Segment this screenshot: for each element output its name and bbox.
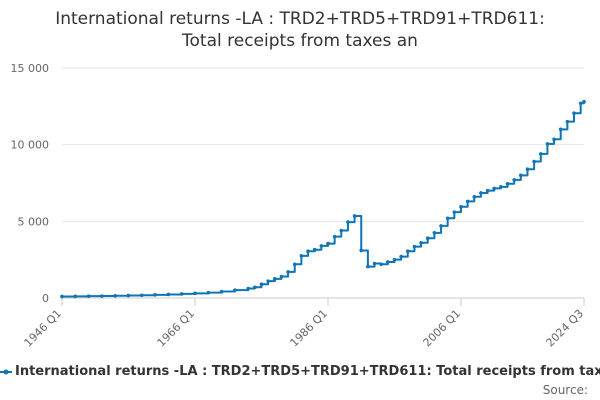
data-point[interactable]: [445, 216, 450, 221]
data-point[interactable]: [465, 199, 470, 204]
data-point[interactable]: [425, 236, 430, 240]
data-point[interactable]: [519, 173, 523, 178]
y-tick-label: 15 000: [11, 62, 50, 75]
x-tick-label: 2006 Q1: [421, 307, 464, 350]
data-point[interactable]: [485, 188, 490, 193]
data-point[interactable]: [259, 282, 264, 287]
gridlines: [62, 67, 584, 299]
x-tick-label: 2024 Q3: [544, 307, 587, 350]
data-point[interactable]: [272, 277, 277, 281]
series-layer: [60, 99, 586, 299]
legend-label: International returns -LA : TRD2+TRD5+TR…: [15, 364, 600, 379]
data-point[interactable]: [439, 224, 443, 228]
x-tick-label: 1986 Q1: [288, 307, 331, 350]
data-point[interactable]: [126, 293, 131, 298]
data-point[interactable]: [219, 289, 224, 294]
data-point[interactable]: [419, 241, 423, 245]
data-point[interactable]: [73, 294, 78, 299]
data-point[interactable]: [472, 195, 477, 199]
legend[interactable]: International returns -LA : TRD2+TRD5+TR…: [0, 364, 600, 382]
tick-labels: 0 5 000 10 000 15 000 1946 Q1 1966 Q1 1986 Q1 2…: [11, 62, 587, 349]
data-point[interactable]: [505, 181, 510, 186]
data-point[interactable]: [253, 285, 257, 290]
data-point[interactable]: [545, 142, 550, 146]
data-point[interactable]: [246, 286, 250, 291]
data-point[interactable]: [512, 178, 516, 182]
data-point[interactable]: [386, 260, 390, 264]
source-label: Source:: [542, 383, 588, 397]
data-point[interactable]: [166, 292, 171, 297]
data-point[interactable]: [572, 111, 576, 116]
data-point[interactable]: [479, 191, 483, 195]
data-point[interactable]: [399, 254, 403, 259]
data-point[interactable]: [532, 159, 536, 164]
data-point[interactable]: [392, 257, 397, 262]
data-point[interactable]: [179, 292, 184, 296]
data-point[interactable]: [86, 294, 91, 298]
chart-title-line-2: Total receipts from taxes an: [182, 31, 418, 51]
data-point[interactable]: [319, 244, 324, 248]
data-point[interactable]: [352, 214, 357, 218]
data-point[interactable]: [492, 186, 497, 191]
data-point[interactable]: [139, 293, 144, 298]
data-point[interactable]: [499, 185, 503, 189]
data-point[interactable]: [299, 254, 304, 258]
data-point[interactable]: [558, 127, 563, 132]
series-line[interactable]: [62, 101, 585, 298]
data-point[interactable]: [153, 293, 157, 297]
data-point[interactable]: [306, 249, 310, 254]
chart-title-line-1: International returns -LA : TRD2+TRD5+TR…: [55, 9, 545, 29]
data-point[interactable]: [366, 264, 370, 269]
data-point[interactable]: [538, 152, 543, 156]
data-point[interactable]: [379, 262, 383, 267]
y-tick-label: 5 000: [18, 215, 50, 228]
data-point[interactable]: [326, 241, 330, 246]
data-point[interactable]: [279, 274, 284, 279]
data-point[interactable]: [452, 210, 457, 214]
data-point[interactable]: [312, 247, 317, 252]
chart-title: International returns -LA : TRD2+TRD5+TR…: [0, 8, 600, 52]
data-point[interactable]: [100, 294, 104, 298]
data-point[interactable]: [292, 262, 297, 267]
x-tick-label: 1966 Q1: [155, 307, 198, 350]
data-point[interactable]: [405, 249, 410, 254]
data-point[interactable]: [113, 293, 117, 298]
data-point[interactable]: [578, 101, 583, 106]
data-point[interactable]: [372, 261, 377, 266]
data-point[interactable]: [233, 288, 237, 292]
data-point[interactable]: [346, 220, 350, 224]
data-point[interactable]: [432, 231, 437, 235]
data-point[interactable]: [286, 270, 290, 274]
data-point[interactable]: [332, 234, 337, 239]
data-point[interactable]: [412, 244, 417, 249]
x-tick-label: 1946 Q1: [22, 307, 65, 350]
data-point[interactable]: [525, 167, 530, 171]
data-point[interactable]: [552, 137, 556, 142]
y-tick-label: 10 000: [11, 139, 50, 152]
data-point[interactable]: [582, 99, 586, 104]
data-point[interactable]: [459, 204, 463, 209]
legend-swatch-icon: [0, 369, 12, 375]
data-point[interactable]: [565, 119, 570, 124]
axes: [61, 298, 585, 306]
data-point[interactable]: [339, 228, 344, 233]
y-tick-label: 0: [42, 292, 49, 305]
data-point[interactable]: [60, 294, 64, 299]
data-point[interactable]: [266, 279, 270, 283]
data-point[interactable]: [206, 290, 211, 295]
data-point[interactable]: [193, 291, 197, 296]
data-point[interactable]: [359, 248, 364, 253]
